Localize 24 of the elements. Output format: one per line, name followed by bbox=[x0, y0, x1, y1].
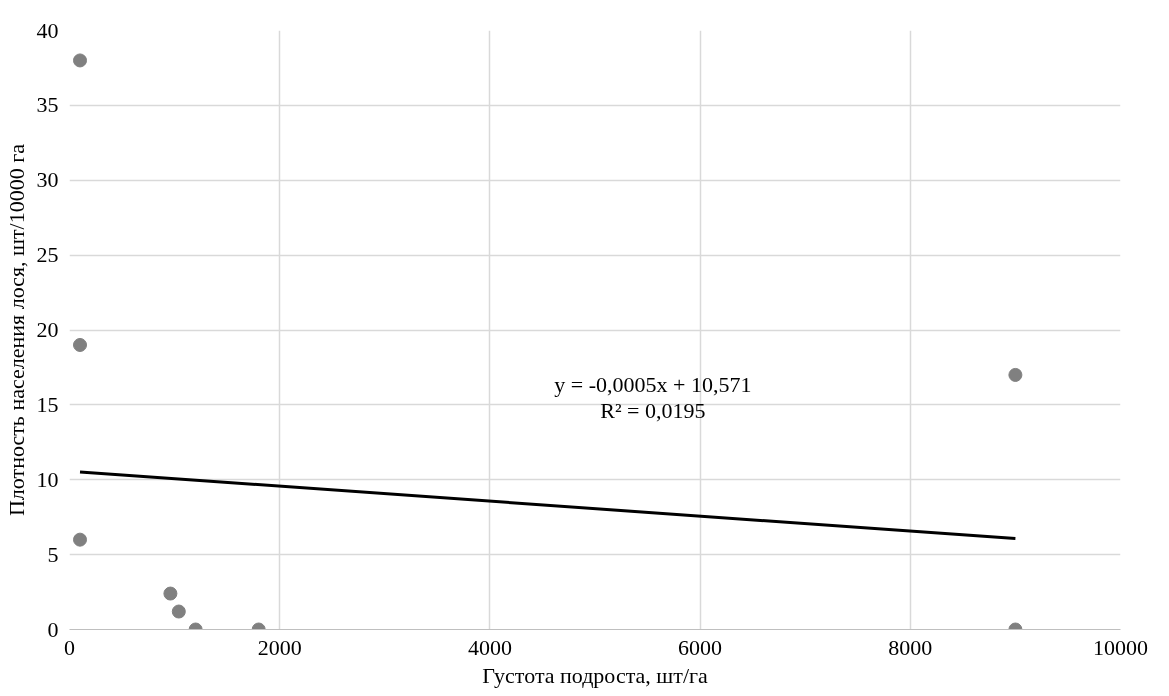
x-axis-title: Густота подроста, шт/га bbox=[482, 662, 709, 688]
y-tick-label: 35 bbox=[36, 92, 59, 118]
x-tick-label: 4000 bbox=[467, 634, 512, 660]
y-tick-label: 10 bbox=[36, 466, 59, 492]
x-tick-label: 0 bbox=[64, 634, 75, 660]
x-tick-label: 8000 bbox=[888, 634, 933, 660]
x-tick-label: 2000 bbox=[257, 634, 302, 660]
y-tick-label: 0 bbox=[47, 616, 59, 642]
x-tick-label: 6000 bbox=[678, 634, 723, 660]
point bbox=[163, 586, 178, 601]
point bbox=[73, 337, 88, 352]
y-tick-label: 25 bbox=[36, 242, 59, 268]
y-tick-label: 30 bbox=[36, 167, 59, 193]
point bbox=[171, 604, 186, 619]
y-tick-label: 20 bbox=[36, 317, 59, 342]
point bbox=[73, 53, 88, 68]
point bbox=[73, 532, 88, 547]
annotation: y = -0,0005x + 10,571 R² = 0,0195 bbox=[554, 371, 752, 423]
point bbox=[1008, 367, 1023, 382]
x-tick-label: 10000 bbox=[1093, 634, 1148, 660]
y-axis-title: Плотность населения лося, шт/10000 га bbox=[3, 143, 29, 517]
y-tick-label: 15 bbox=[36, 391, 59, 417]
y-tick-label: 5 bbox=[47, 541, 59, 567]
y-tick-label: 40 bbox=[36, 17, 59, 43]
